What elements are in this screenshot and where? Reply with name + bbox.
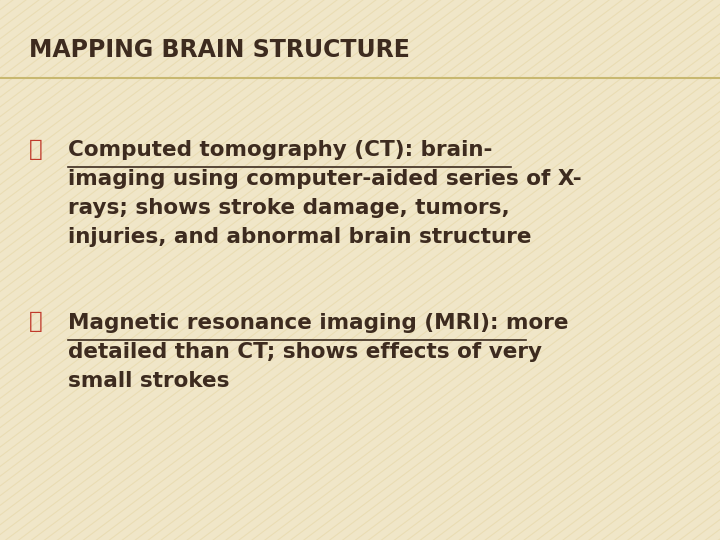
Text: ⎄: ⎄ bbox=[29, 310, 42, 334]
Text: ⎄: ⎄ bbox=[29, 138, 42, 161]
Text: Computed tomography (CT): brain-
imaging using computer-aided series of X-
rays;: Computed tomography (CT): brain- imaging… bbox=[68, 140, 582, 247]
Text: Magnetic resonance imaging (MRI): more
detailed than CT; shows effects of very
s: Magnetic resonance imaging (MRI): more d… bbox=[68, 313, 569, 391]
Text: MAPPING BRAIN STRUCTURE: MAPPING BRAIN STRUCTURE bbox=[29, 38, 410, 62]
